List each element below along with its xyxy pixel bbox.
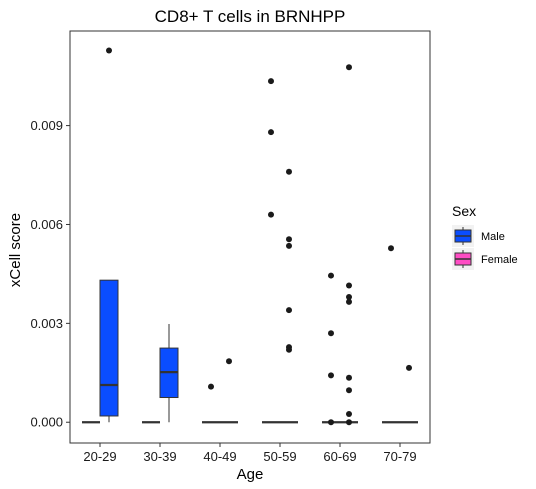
outlier-point (286, 346, 292, 353)
x-tick-label: 40-49 (203, 449, 236, 464)
outlier-point (328, 372, 334, 379)
legend: Sex Male Female (452, 203, 518, 270)
y-axis: 0.000 0.003 0.006 0.009 (30, 118, 70, 430)
plot-panel (69, 30, 431, 444)
outlier-point (286, 242, 292, 249)
box (99, 279, 119, 417)
outlier-point (268, 211, 274, 218)
outliers-layer (106, 47, 412, 426)
outlier-point (388, 245, 394, 252)
y-axis-title: xCell score (7, 213, 24, 287)
outlier-point (286, 168, 292, 175)
outlier-point (346, 410, 352, 417)
outlier-point (328, 272, 334, 279)
outlier-point (286, 307, 292, 314)
y-tick-label: 0.006 (30, 217, 63, 232)
outlier-point (406, 364, 412, 371)
outlier-point (346, 374, 352, 381)
outlier-point (286, 236, 292, 243)
outlier-point (346, 419, 352, 426)
outlier-point (208, 383, 214, 390)
x-tick-label: 70-79 (383, 449, 416, 464)
x-axis: 20-29 30-39 40-49 50-59 60-69 70-79 (83, 443, 417, 464)
chart-title: CD8+ T cells in BRNHPP (155, 7, 346, 26)
outlier-point (268, 78, 274, 85)
legend-label: Female (481, 254, 518, 266)
outlier-point (346, 64, 352, 71)
boxes-layer (82, 279, 418, 424)
x-tick-label: 30-39 (143, 449, 176, 464)
legend-label: Male (481, 231, 505, 243)
y-tick-label: 0.000 (30, 415, 63, 430)
outlier-point (346, 282, 352, 289)
outlier-point (346, 387, 352, 394)
x-tick-label: 50-59 (263, 449, 296, 464)
outlier-point (346, 298, 352, 305)
legend-title: Sex (452, 203, 476, 219)
y-tick-label: 0.003 (30, 316, 63, 331)
outlier-point (328, 330, 334, 337)
outlier-point (106, 47, 112, 54)
x-tick-label: 20-29 (83, 449, 116, 464)
outlier-point (346, 293, 352, 300)
x-tick-label: 60-69 (323, 449, 356, 464)
y-tick-label: 0.009 (30, 118, 63, 133)
outlier-point (328, 419, 334, 426)
outlier-point (226, 358, 232, 365)
x-axis-title: Age (237, 466, 264, 483)
outlier-point (268, 129, 274, 136)
